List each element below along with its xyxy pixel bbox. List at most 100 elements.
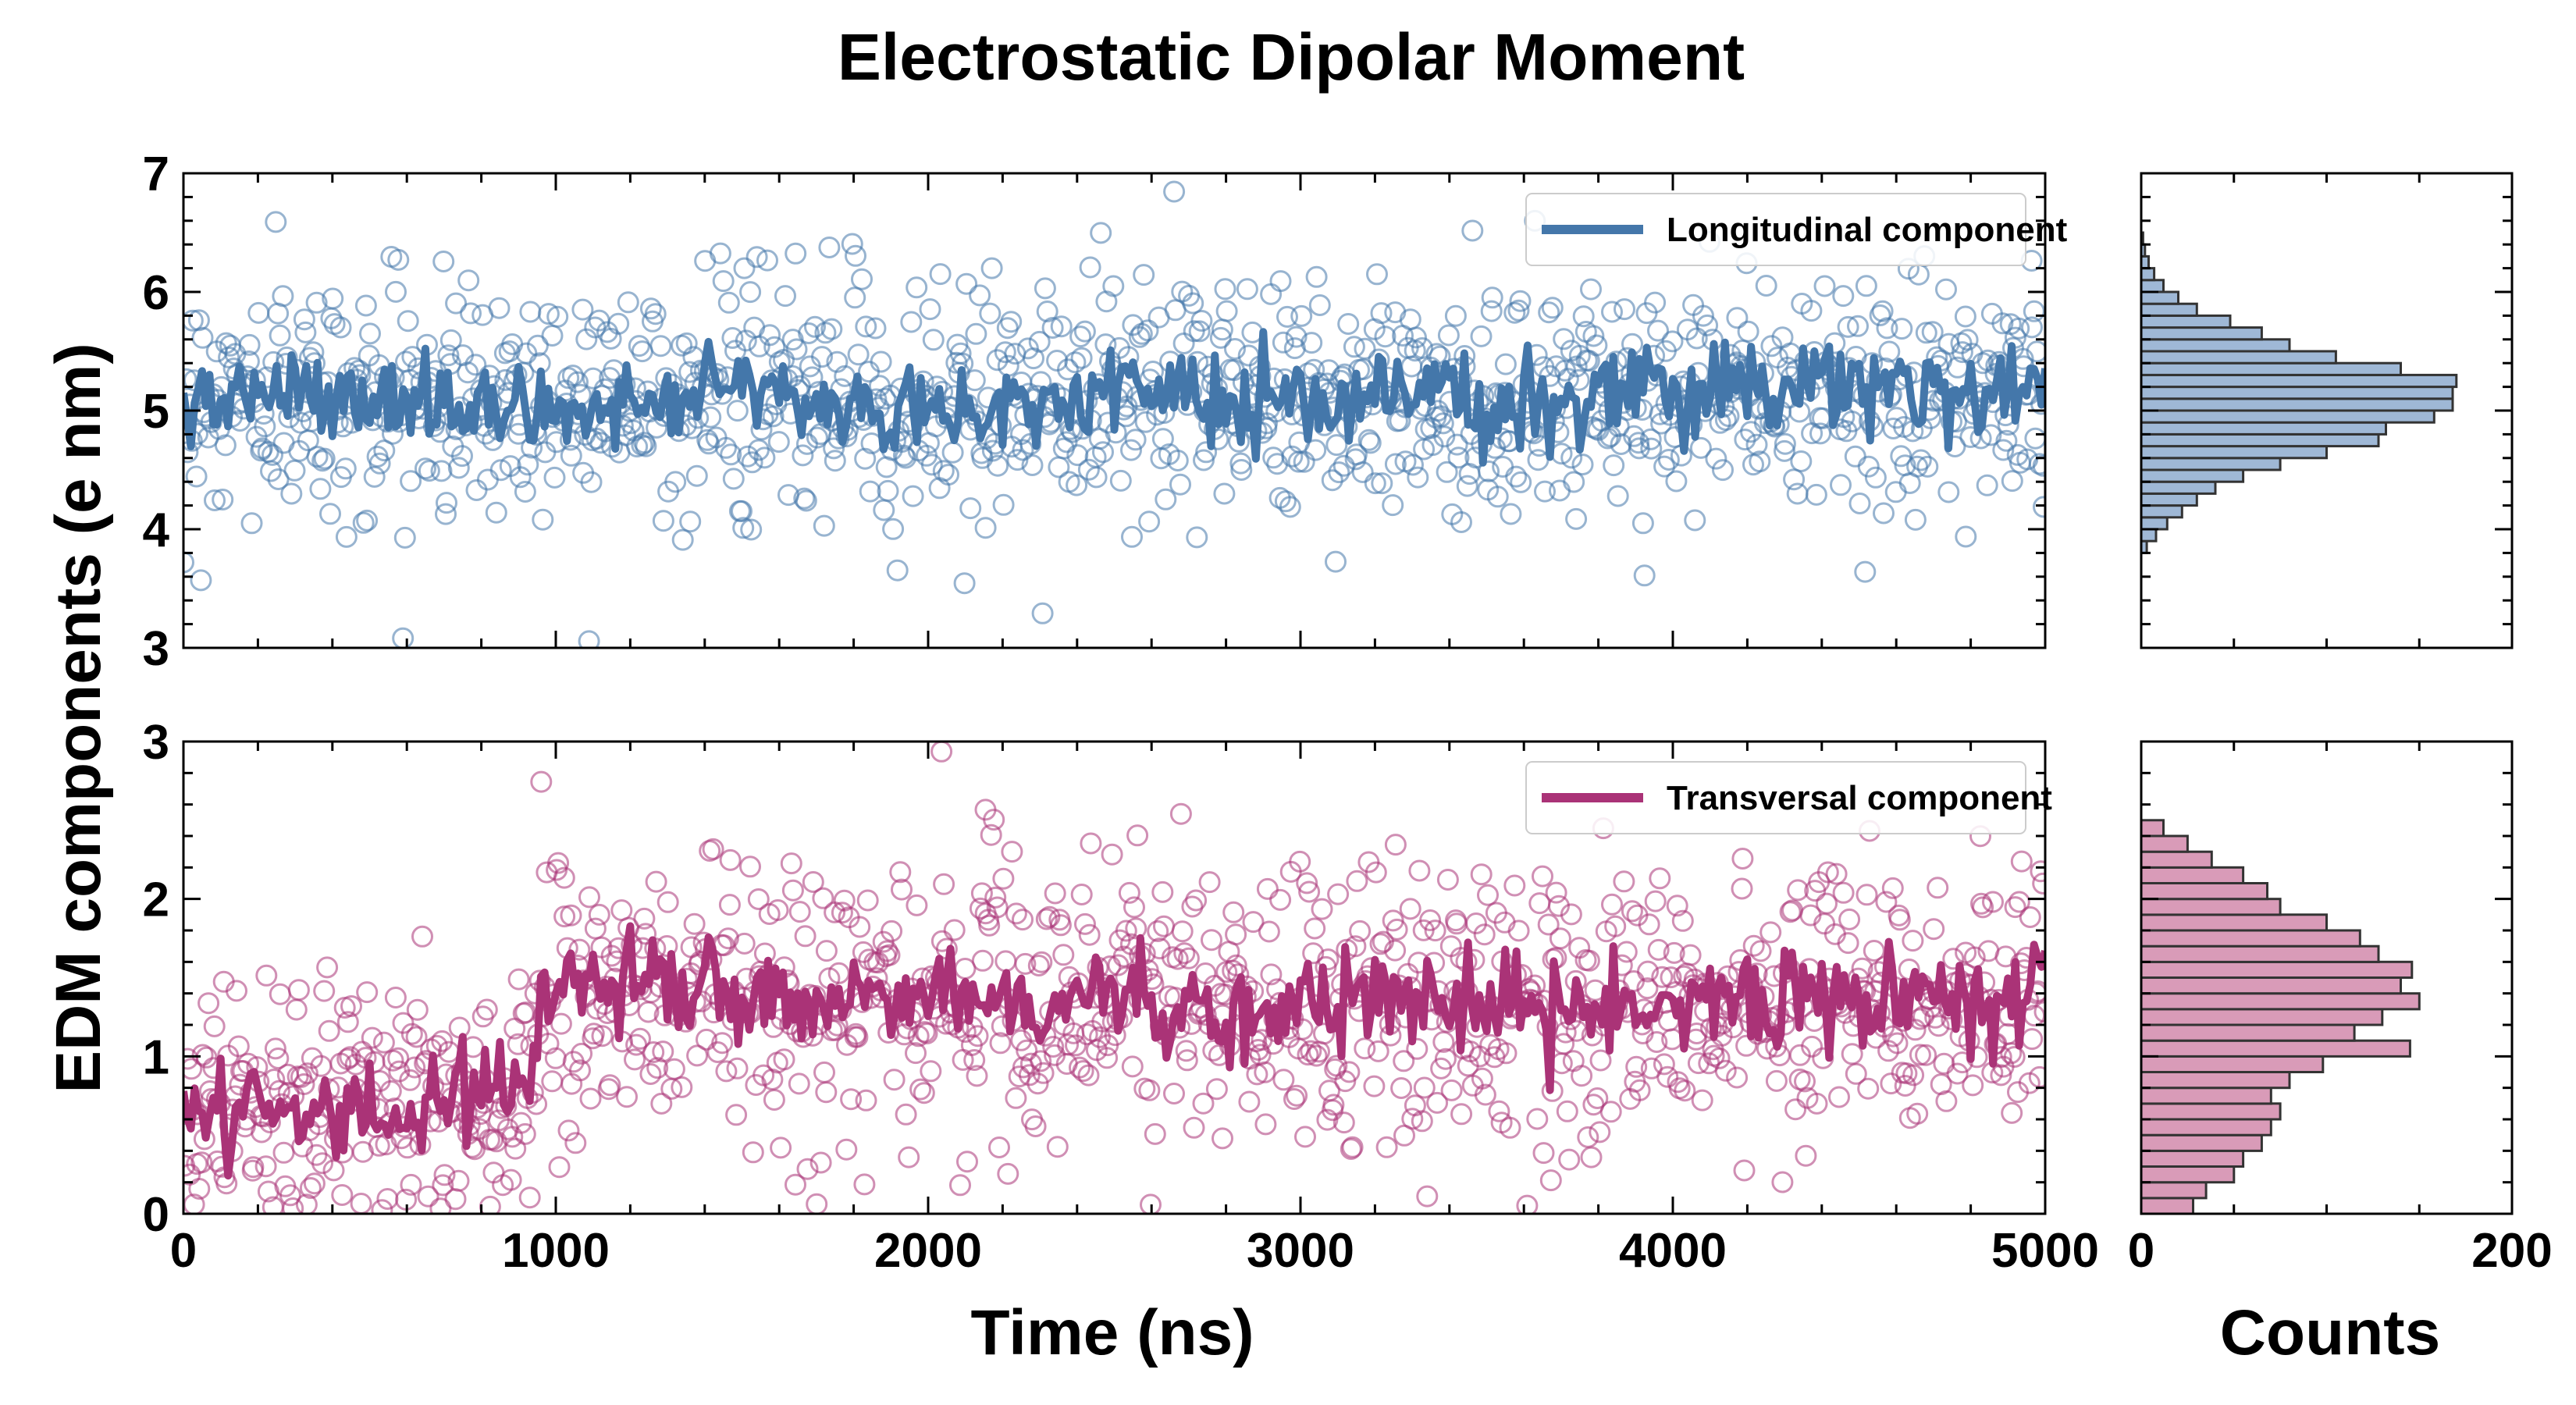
scatter-point — [1666, 895, 1688, 917]
scatter-point — [855, 315, 877, 338]
scatter-point — [1024, 1115, 1047, 1137]
scatter-point — [617, 291, 639, 314]
scatter-point — [1692, 304, 1714, 327]
hist-bar — [2140, 432, 2380, 448]
scatter-point — [1909, 1044, 1931, 1066]
scatter-point — [767, 899, 789, 921]
scatter-point — [1077, 1064, 1100, 1087]
hist-bar — [2140, 373, 2458, 389]
scatter-point — [846, 1026, 869, 1048]
scatter-point — [1405, 326, 1427, 349]
scatter-point — [406, 998, 429, 1021]
scatter-point — [1419, 909, 1442, 931]
scatter-point — [1177, 947, 1200, 969]
scatter-point — [1565, 1019, 1588, 1042]
scatter-point — [726, 1057, 749, 1080]
scatter-point — [770, 1136, 792, 1159]
scatter-point — [387, 248, 410, 271]
scatter-point — [1035, 908, 1058, 930]
scatter-point — [1951, 341, 1973, 364]
scatter-point — [485, 501, 507, 524]
scatter-point — [881, 919, 903, 942]
scatter-point — [952, 1048, 974, 1071]
scatter-point — [1433, 425, 1456, 448]
scatter-point — [1205, 1078, 1228, 1101]
scatter-point — [1841, 1043, 1863, 1065]
scatter-point — [823, 437, 845, 460]
scatter-point — [726, 400, 749, 422]
scatter-point — [933, 873, 955, 895]
scatter-point — [1296, 872, 1318, 895]
scatter-point — [801, 366, 824, 389]
scatter-point — [920, 1060, 942, 1083]
scatter-point — [485, 1130, 507, 1153]
scatter-point — [892, 444, 915, 467]
scatter-point — [1057, 358, 1079, 381]
scatter-point — [1030, 951, 1053, 973]
scatter-point — [1300, 1040, 1322, 1062]
hist-bar — [2140, 1165, 2236, 1184]
scatter-point — [579, 1087, 602, 1110]
scatter-point — [265, 211, 287, 233]
scatter-point — [1286, 1084, 1308, 1107]
legend-label: Transversal component — [1667, 779, 2052, 817]
scatter-point — [929, 263, 952, 286]
scatter-point — [671, 1076, 693, 1098]
scatter-point — [504, 1137, 527, 1160]
hist-bar — [2140, 528, 2158, 542]
scatter-point — [361, 1026, 383, 1049]
scatter-point — [436, 492, 457, 514]
scatter-point — [280, 482, 303, 505]
scatter-point — [970, 882, 993, 905]
scatter-point — [1503, 874, 1526, 897]
scatter-point — [906, 276, 928, 299]
scatter-point — [1073, 320, 1096, 343]
scatter-point — [1884, 481, 1907, 503]
scatter-point — [1408, 859, 1431, 882]
hist-bar — [2140, 302, 2198, 317]
scatter-point — [1795, 1144, 1817, 1167]
scatter-point — [2001, 1101, 2023, 1124]
scatter-point — [1000, 311, 1023, 333]
scatter-point — [1440, 1079, 1463, 1101]
scatter-point — [1976, 474, 1998, 496]
scatter-point — [1436, 869, 1459, 891]
scatter-point — [282, 1197, 304, 1214]
y-tick-label: 6 — [143, 266, 169, 320]
scatter-point — [1120, 439, 1142, 461]
scatter-point — [1505, 465, 1528, 488]
scatter-point — [1830, 474, 1852, 496]
scatter-point — [582, 367, 604, 389]
scatter-point — [815, 1081, 838, 1104]
scatter-point — [1305, 1044, 1328, 1067]
scatter-point — [267, 468, 290, 490]
scatter-point — [916, 1023, 938, 1044]
scatter-point — [717, 927, 739, 950]
scatter-point — [1886, 1032, 1909, 1055]
scatter-point — [1375, 1136, 1398, 1158]
scatter-point — [1044, 882, 1066, 905]
scatter-point — [1644, 291, 1667, 314]
scatter-point — [1213, 482, 1236, 505]
scatter-point — [431, 1030, 454, 1052]
scatter-point — [1651, 966, 1674, 988]
scatter-point — [1481, 286, 1503, 309]
hist-bar — [2140, 267, 2156, 282]
scatter-point — [1032, 1062, 1055, 1084]
scatter-point — [785, 242, 807, 265]
scatter-point — [1281, 445, 1304, 468]
scatter-point — [1596, 427, 1619, 450]
scatter-point — [1705, 447, 1727, 470]
scatter-point — [1121, 525, 1143, 548]
scatter-point — [1488, 1100, 1510, 1122]
scatter-point — [1685, 327, 1708, 350]
scatter-point — [1560, 903, 1582, 926]
scatter-point — [1774, 439, 1795, 462]
scatter-point — [1209, 326, 1232, 349]
scatter-point — [1005, 902, 1027, 925]
scatter-point — [907, 1025, 930, 1048]
scatter-point — [1283, 1088, 1305, 1110]
scatter-point — [1386, 918, 1408, 941]
scatter-point — [518, 1186, 541, 1209]
y-tick-label: 3 — [143, 716, 169, 770]
